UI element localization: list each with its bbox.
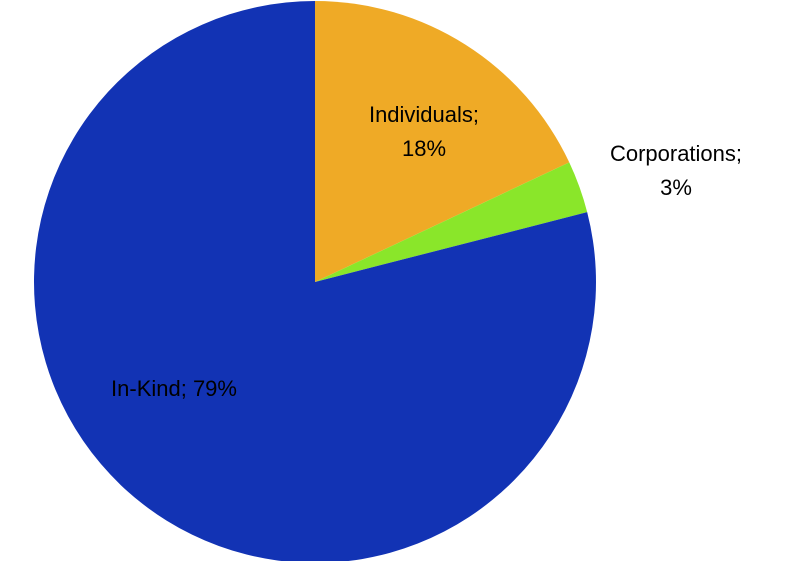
pie-labels: Individuals; 18% Corporations; 3% In-Kind; 7…	[111, 102, 742, 401]
slice-label-corporations: Corporations; 3%	[610, 141, 742, 200]
slice-label-line: 3%	[660, 175, 692, 200]
pie-slice-corporations	[315, 162, 588, 282]
slice-label-line: 18%	[402, 136, 446, 161]
slice-label-line: In-Kind; 79%	[111, 376, 237, 401]
slice-label-individuals: Individuals; 18%	[369, 102, 479, 161]
slice-label-line: Corporations;	[610, 141, 742, 166]
slice-label-in-kind: In-Kind; 79%	[111, 376, 237, 401]
pie-slice-individuals	[315, 1, 570, 282]
slice-label-line: Individuals;	[369, 102, 479, 127]
pie-slice-in-kind	[34, 1, 596, 561]
pie-slices	[34, 1, 596, 561]
